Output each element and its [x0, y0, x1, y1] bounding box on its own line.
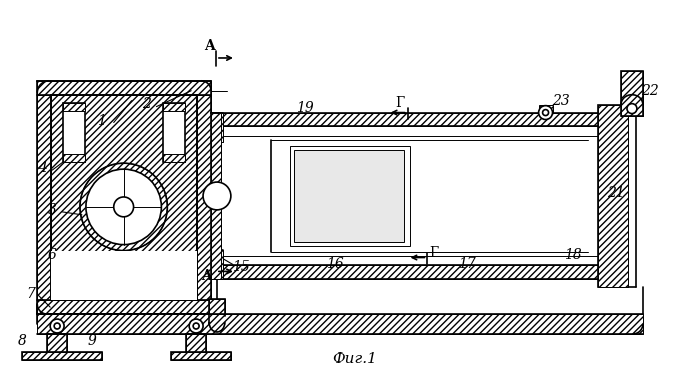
Bar [211, 113, 618, 126]
Bar [22, 352, 102, 360]
Text: 9: 9 [88, 334, 97, 348]
Bar [197, 95, 211, 300]
Bar [37, 300, 211, 314]
Bar [163, 103, 186, 111]
Text: 21: 21 [607, 186, 625, 200]
Bar [163, 154, 186, 162]
Bar [37, 95, 51, 300]
Text: A: A [201, 269, 211, 283]
Circle shape [86, 169, 162, 245]
Bar [163, 103, 186, 162]
Bar [37, 314, 643, 334]
Text: 22: 22 [641, 84, 659, 98]
Bar [63, 154, 85, 162]
Bar [51, 250, 197, 300]
Bar [211, 113, 223, 142]
Bar [211, 250, 223, 279]
Bar [621, 71, 643, 116]
Circle shape [54, 323, 60, 329]
Bar [186, 334, 206, 352]
Text: 15: 15 [232, 260, 250, 275]
Bar [63, 103, 85, 111]
Bar [538, 105, 552, 113]
Circle shape [80, 163, 167, 250]
Text: 19: 19 [297, 101, 314, 115]
Bar [621, 71, 643, 116]
Bar [211, 113, 221, 279]
Bar [290, 146, 410, 246]
Text: A: A [204, 39, 214, 53]
Text: 16: 16 [326, 257, 344, 272]
Circle shape [113, 197, 134, 217]
Bar [47, 334, 67, 352]
Text: 6: 6 [48, 247, 57, 262]
Bar [37, 81, 211, 95]
Bar [209, 299, 225, 314]
Bar [209, 299, 225, 314]
Text: 17: 17 [458, 257, 476, 272]
Bar [598, 105, 628, 287]
Bar [172, 352, 231, 360]
Text: 7: 7 [26, 287, 35, 301]
Bar [172, 352, 231, 360]
Bar [51, 95, 197, 300]
Circle shape [627, 104, 637, 114]
Bar [186, 334, 206, 352]
Circle shape [538, 106, 552, 119]
Bar [598, 105, 628, 287]
Bar [63, 103, 85, 162]
Bar [22, 352, 102, 360]
Circle shape [193, 323, 199, 329]
Circle shape [50, 319, 64, 333]
Text: 1: 1 [97, 113, 106, 128]
Text: 3: 3 [48, 203, 57, 217]
Circle shape [189, 319, 203, 333]
Text: 23: 23 [552, 94, 569, 108]
Circle shape [542, 110, 549, 116]
Text: 4: 4 [38, 161, 47, 175]
Text: Г: Г [430, 246, 439, 260]
Text: 8: 8 [18, 334, 27, 348]
Bar [211, 265, 618, 279]
Text: 18: 18 [564, 247, 582, 262]
Text: Г: Г [395, 96, 405, 110]
Text: 2: 2 [142, 97, 151, 111]
Circle shape [203, 182, 231, 210]
Text: Фиг.1: Фиг.1 [332, 352, 377, 366]
Bar [47, 334, 67, 352]
Bar [295, 150, 404, 242]
